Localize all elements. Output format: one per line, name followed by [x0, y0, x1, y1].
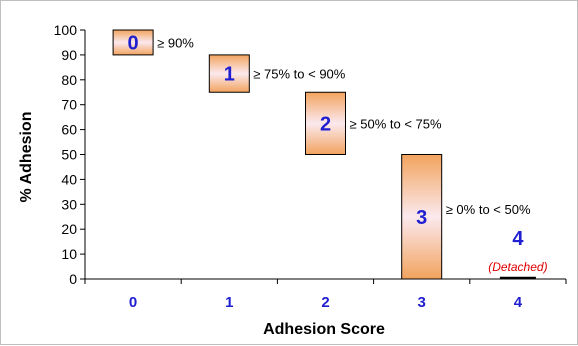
x-tick-label: 4: [514, 294, 523, 311]
y-tick-label: 100: [54, 22, 78, 38]
range-bar-1: [208, 54, 250, 93]
bar-score-label: 2: [320, 113, 331, 135]
range-bar-2: [305, 91, 346, 155]
range-label: ≥ 50% to < 75%: [350, 116, 442, 131]
y-tick-label: 0: [69, 271, 77, 287]
range-bar-3: [401, 154, 443, 280]
x-tick-label: 1: [225, 294, 233, 311]
y-axis-title: % Adhesion: [18, 112, 35, 203]
y-tick-label: 60: [61, 122, 77, 138]
bar-score-label: 0: [128, 32, 139, 54]
y-tick-label: 30: [61, 196, 77, 212]
y-tick-label: 90: [61, 47, 77, 63]
y-tick-label: 80: [61, 72, 77, 88]
bar-score-label: 1: [224, 64, 235, 86]
detached-note: (Detached): [488, 260, 547, 274]
x-axis-title: Adhesion Score: [263, 321, 385, 338]
x-tick-label: 2: [321, 294, 329, 311]
range-label: ≥ 0% to < 50%: [446, 202, 531, 217]
range-bar-0: [112, 29, 154, 56]
y-tick-label: 10: [61, 246, 77, 262]
y-tick-label: 40: [61, 171, 77, 187]
y-tick-label: 20: [61, 221, 77, 237]
bar-score-label: 3: [416, 207, 427, 229]
x-tick-label: 0: [129, 294, 137, 311]
range-label: ≥ 90%: [157, 35, 194, 50]
bar-score-label: 4: [512, 228, 524, 250]
y-tick-label: 50: [61, 147, 77, 163]
x-tick-label: 3: [418, 294, 426, 311]
range-label: ≥ 75% to < 90%: [253, 67, 345, 82]
y-tick-label: 70: [61, 97, 77, 113]
